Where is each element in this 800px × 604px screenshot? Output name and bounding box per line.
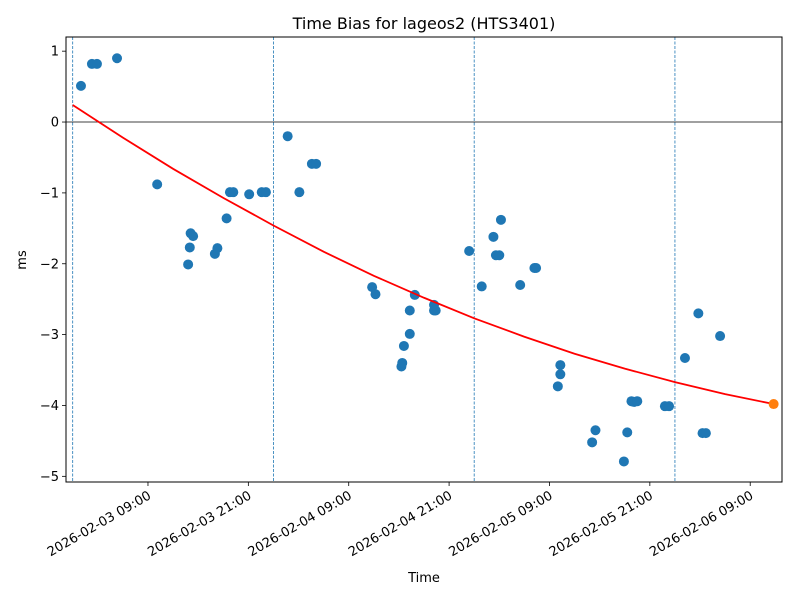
y-tick-label: −5	[40, 470, 59, 485]
data-point	[294, 187, 305, 198]
data-point	[632, 396, 643, 407]
data-point	[590, 425, 601, 436]
data-point	[464, 245, 475, 256]
axes-frame	[65, 36, 783, 483]
data-point	[552, 381, 563, 392]
data-point	[715, 331, 726, 342]
x-tick-label: 2026-02-04 21:00	[346, 488, 455, 560]
data-point	[112, 53, 123, 64]
data-point	[476, 281, 487, 292]
data-point	[183, 259, 194, 270]
x-tick-label: 2026-02-03 21:00	[145, 488, 254, 560]
data-point	[188, 231, 199, 242]
y-tick-label: 0	[51, 116, 59, 131]
x-tick-label: 2026-02-04 09:00	[246, 488, 355, 560]
y-tick-label: −4	[40, 399, 59, 414]
data-point	[397, 357, 408, 368]
x-tick-label: 2026-02-05 21:00	[547, 488, 656, 560]
chart-title: Time Bias for lageos2 (HTS3401)	[292, 14, 556, 33]
data-point	[228, 187, 239, 198]
data-point	[260, 187, 271, 198]
data-point	[531, 263, 542, 274]
data-point	[404, 328, 415, 339]
latest-point	[768, 399, 779, 410]
data-point	[555, 360, 566, 371]
x-tick-label: 2026-02-05 09:00	[447, 488, 556, 560]
y-tick-label: −1	[40, 186, 59, 201]
data-point	[430, 305, 441, 316]
data-point	[221, 213, 232, 224]
data-point	[398, 340, 409, 351]
data-point	[664, 401, 675, 412]
data-point	[622, 427, 633, 438]
data-point	[515, 280, 526, 291]
data-point	[555, 369, 566, 380]
y-tick-label: −2	[40, 257, 59, 272]
data-point	[693, 308, 704, 319]
data-point	[494, 250, 505, 261]
y-tick-label: −3	[40, 328, 59, 343]
x-tick-label: 2026-02-03 09:00	[45, 488, 154, 560]
y-tick-label: 1	[51, 45, 59, 60]
data-point	[618, 456, 629, 467]
data-point	[282, 131, 293, 142]
data-point	[679, 352, 690, 363]
data-point	[488, 231, 499, 242]
x-axis-label: Time	[407, 571, 440, 586]
data-point	[311, 158, 322, 169]
data-point	[244, 189, 255, 200]
data-point	[370, 289, 381, 300]
fit-line	[72, 104, 774, 405]
data-point	[587, 437, 598, 448]
data-point	[404, 305, 415, 316]
data-point	[184, 242, 195, 253]
data-point	[152, 179, 163, 190]
data-point	[75, 80, 86, 91]
data-point	[700, 428, 711, 439]
data-point	[91, 58, 102, 69]
x-tick-label: 2026-02-06 09:00	[647, 488, 756, 560]
data-point	[495, 214, 506, 225]
y-axis-label: ms	[15, 250, 30, 270]
data-point	[212, 243, 223, 254]
